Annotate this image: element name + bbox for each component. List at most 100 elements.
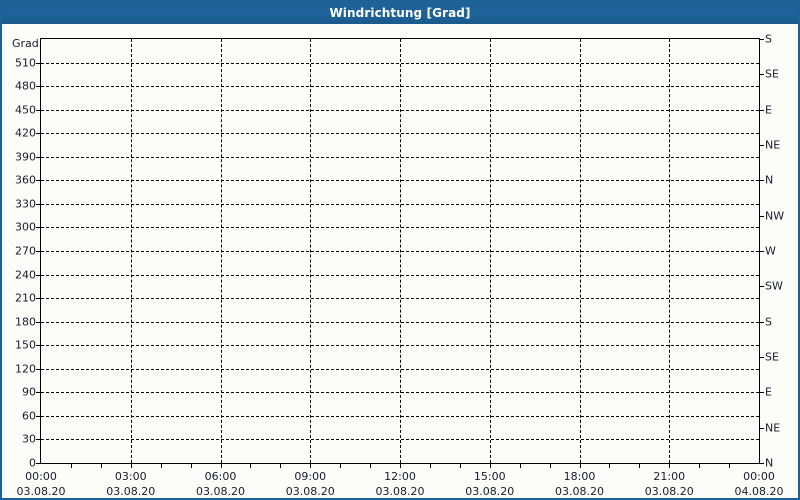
x-axis-tick <box>130 463 132 468</box>
y-axis-tick <box>36 133 41 135</box>
x-axis-tick <box>370 463 372 468</box>
x-axis-label-date: 03.08.20 <box>644 485 694 498</box>
x-axis-label-date: 03.08.20 <box>285 485 335 498</box>
y-axis-right-tick <box>759 74 764 76</box>
y-axis-right-label: NE <box>765 421 781 435</box>
y-axis-label: 240 <box>15 268 36 282</box>
y-axis-tick <box>36 156 41 158</box>
x-axis-label-time: 06:00 <box>204 470 237 483</box>
y-axis-label: 60 <box>22 409 36 423</box>
x-axis-label-time: 09:00 <box>294 470 327 483</box>
x-axis-label-time: 00:00 <box>743 470 775 483</box>
y-axis-tick <box>36 227 41 229</box>
y-axis-right-label: N <box>765 173 774 187</box>
x-axis-tick <box>489 463 491 468</box>
y-axis-tick <box>36 392 41 394</box>
y-axis-unit-label: Grad <box>12 37 39 50</box>
x-axis-tick <box>70 463 72 468</box>
x-axis-label-time: 15:00 <box>473 470 506 483</box>
x-axis-tick <box>400 463 401 468</box>
y-axis-label: 90 <box>22 385 36 399</box>
x-axis-label-date: 03.08.20 <box>555 485 604 498</box>
x-axis-label-time: 21:00 <box>653 470 686 483</box>
x-axis-tick <box>429 463 431 468</box>
x-axis-label: 00:00 03.08.20 <box>16 469 66 498</box>
y-axis-right-tick <box>759 180 764 182</box>
x-axis-label-time: 00:00 <box>25 470 57 483</box>
x-axis-label-time: 03:00 <box>114 470 147 483</box>
y-axis-tick <box>36 298 41 300</box>
x-axis-tick <box>669 463 671 468</box>
y-axis-tick <box>36 368 41 370</box>
y-axis-right-tick <box>759 39 764 40</box>
gridline-vertical <box>579 39 581 463</box>
x-axis-tick <box>250 463 252 468</box>
y-axis-right-label: SE <box>765 67 779 81</box>
y-axis-label: 330 <box>15 197 36 211</box>
x-axis-tick <box>729 463 731 468</box>
y-axis-tick <box>36 86 41 88</box>
x-axis-tick <box>160 463 162 468</box>
series-svg <box>41 39 759 463</box>
y-axis-label: 510 <box>15 56 36 70</box>
x-axis-tick <box>310 463 312 468</box>
y-axis-tick <box>36 274 41 276</box>
y-axis-right-label: S <box>765 32 772 46</box>
x-axis-label: 21:00 03.08.20 <box>644 469 694 498</box>
y-axis-label: 390 <box>15 150 36 164</box>
gridline-vertical <box>400 39 401 463</box>
y-axis-right-tick <box>759 321 764 323</box>
x-axis-label: 03:00 03.08.20 <box>106 469 156 498</box>
y-axis-tick <box>36 180 41 182</box>
gridline-vertical <box>310 39 312 463</box>
window-title: Windrichtung [Grad] <box>329 6 471 20</box>
y-axis-tick <box>36 439 41 441</box>
x-axis-label: 00:00 04.08.20 <box>735 469 784 498</box>
chart-canvas: Grad 510 480 450 420 390 360 330 300 270 240 210 18… <box>2 24 798 498</box>
y-axis-label: 270 <box>15 244 36 258</box>
x-axis-tick <box>699 463 701 468</box>
y-axis-right-label: SW <box>765 279 783 293</box>
y-axis-label: 420 <box>15 126 36 140</box>
x-axis-tick <box>280 463 282 468</box>
x-axis-label: 18:00 03.08.20 <box>555 469 604 498</box>
x-axis-label-date: 03.08.20 <box>106 485 156 498</box>
y-axis-tick <box>36 345 41 347</box>
y-axis-label: 0 <box>29 456 36 470</box>
x-axis-tick <box>190 463 192 468</box>
x-axis-tick <box>220 463 222 468</box>
y-axis-right-tick <box>759 109 764 111</box>
x-axis-tick <box>100 463 102 468</box>
y-axis-right-tick <box>759 427 764 429</box>
y-axis-tick <box>36 321 41 323</box>
y-axis-right-tick <box>759 286 764 288</box>
x-axis-tick <box>340 463 342 468</box>
y-axis-right-tick <box>759 251 764 252</box>
x-axis-label: 15:00 03.08.20 <box>465 469 515 498</box>
y-axis-tick <box>36 62 41 64</box>
window-titlebar: Windrichtung [Grad] <box>2 2 798 24</box>
y-axis-right-label: W <box>765 244 776 258</box>
x-axis-label-date: 03.08.20 <box>196 485 245 498</box>
y-axis-right-label: E <box>765 103 772 117</box>
x-axis-label-time: 18:00 <box>563 470 596 483</box>
y-axis-right-label: NW <box>765 209 785 223</box>
x-axis-tick <box>639 463 641 468</box>
y-axis-right-tick <box>759 357 764 358</box>
y-axis-right-tick <box>759 145 764 146</box>
y-axis-label: 150 <box>15 338 36 352</box>
y-axis-label: 210 <box>15 291 36 305</box>
y-axis-tick <box>36 463 41 464</box>
x-axis-label-date: 03.08.20 <box>375 485 425 498</box>
y-axis-right-label: E <box>765 385 772 399</box>
y-axis-right-label: SE <box>765 350 779 364</box>
y-axis-label: 450 <box>15 103 36 117</box>
y-axis-right-tick <box>759 392 764 394</box>
y-axis-right-label: S <box>765 315 772 329</box>
plot-area: 510 480 450 420 390 360 330 300 270 240 210 180 150 1… <box>15 33 784 499</box>
x-axis-label-date: 03.08.20 <box>465 485 515 498</box>
x-axis-label-date: 03.08.20 <box>16 485 66 498</box>
gridline-vertical <box>669 39 671 463</box>
x-axis-label: 12:00 03.08.20 <box>375 469 425 498</box>
